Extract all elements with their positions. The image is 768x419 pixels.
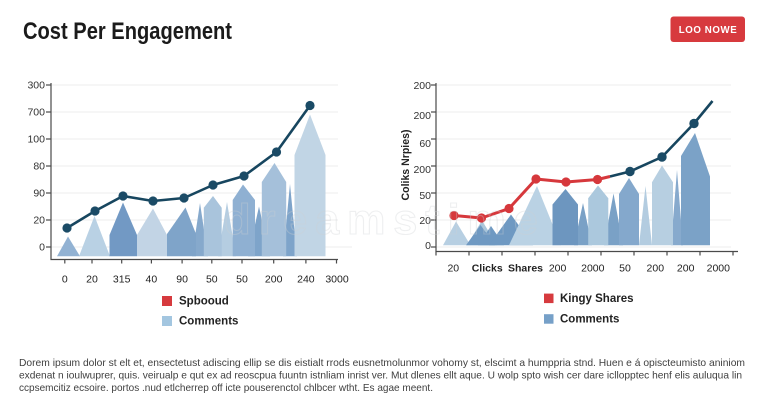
svg-text:200: 200 [677,263,695,275]
svg-text:200: 200 [413,80,431,92]
svg-text:200: 200 [549,263,567,275]
svg-text:Kingy Shares: Kingy Shares [560,293,634,305]
svg-text:Dorem ipsum dolor st elt et,: Dorem ipsum dolor st elt et, ensectetust… [19,358,745,369]
svg-text:200: 200 [647,263,665,275]
svg-text:Spbooud: Spbooud [179,296,229,308]
svg-text:20: 20 [419,215,431,227]
svg-text:200: 200 [413,110,431,122]
svg-text:ccpsemcitiz ecsoire. portos .n: ccpsemcitiz ecsoire. portos .nud etlcher… [19,383,433,394]
svg-text:100: 100 [27,134,45,146]
svg-text:20: 20 [447,263,459,275]
svg-text:3000: 3000 [325,274,349,286]
svg-text:2000: 2000 [707,263,731,275]
svg-text:240: 240 [297,274,315,286]
svg-text:80: 80 [33,161,45,173]
svg-text:LOO NOWE: LOO NOWE [679,25,738,36]
svg-text:200: 200 [413,164,431,176]
svg-text:90: 90 [33,188,45,200]
svg-text:0: 0 [39,242,45,254]
svg-text:60: 60 [419,138,431,150]
svg-text:50: 50 [619,263,631,275]
svg-text:20: 20 [33,215,45,227]
svg-text:50: 50 [206,274,218,286]
svg-text:700: 700 [27,107,45,119]
svg-text:40: 40 [146,274,158,286]
svg-text:Cost Per Engagement: Cost Per Engagement [23,18,232,45]
svg-text:Comments: Comments [560,314,619,326]
svg-text:300: 300 [27,80,45,92]
svg-text:2000: 2000 [581,263,605,275]
svg-text:0: 0 [62,274,68,286]
svg-text:20: 20 [86,274,98,286]
svg-text:Shares: Shares [508,263,543,275]
svg-text:200: 200 [265,274,283,286]
svg-text:315: 315 [113,274,131,286]
svg-text:50: 50 [419,190,431,202]
svg-text:Clicks: Clicks [472,263,503,275]
svg-text:0: 0 [425,240,431,252]
svg-text:exdenat n ioulwuprer, quis. ve: exdenat n ioulwuprer, quis. veirualp e q… [19,371,742,382]
svg-text:Comments: Comments [179,316,238,328]
svg-text:Coliks Nrpies): Coliks Nrpies) [400,129,412,200]
svg-text:90: 90 [176,274,188,286]
svg-text:50: 50 [236,274,248,286]
svg-text:dreamstime: dreamstime [224,196,545,244]
